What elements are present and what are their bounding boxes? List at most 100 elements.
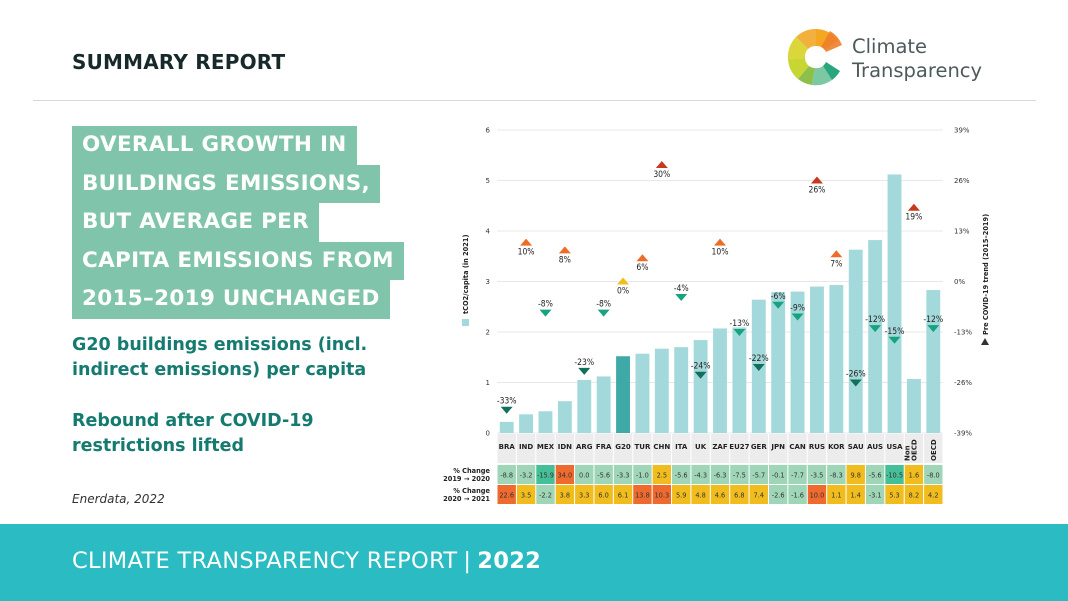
- logo-mark-icon: [787, 28, 842, 86]
- category-label: OECDNon: [903, 439, 918, 461]
- logo-text-line1: Climate: [852, 35, 928, 58]
- table-cell: [497, 465, 516, 484]
- trend-down-triangle-icon: [927, 325, 940, 333]
- table-cell-value: -15.9: [537, 472, 554, 480]
- table-cell-value: 4.8: [695, 492, 706, 500]
- trend-up-triangle-icon: [714, 238, 726, 246]
- category-label: IDN: [558, 443, 572, 451]
- table-cell: [749, 485, 768, 504]
- category-cell: [497, 434, 516, 463]
- table-cell: [516, 465, 536, 484]
- table-cell: [807, 465, 827, 484]
- trend-down-triangle-icon: [772, 301, 785, 309]
- headline: OVERALL GROWTH IN BUILDINGS EMISSIONS, B…: [72, 126, 404, 319]
- trend-label: -24%: [691, 362, 711, 372]
- category-cell: [633, 434, 652, 463]
- bar-mex: [538, 411, 553, 433]
- table-cell-value: 5.9: [676, 492, 687, 500]
- table-cell: [904, 465, 924, 484]
- category-label: UK: [695, 443, 707, 451]
- category-label: JPN: [770, 443, 785, 451]
- category-label: AUS: [867, 443, 883, 451]
- table-cell-value: -10.5: [886, 472, 903, 480]
- table-cell: [768, 465, 788, 484]
- table-cell-value: 4.6: [715, 492, 726, 500]
- table-cell-value: 6.0: [598, 492, 609, 500]
- bar-aus: [868, 240, 883, 433]
- legend-bar-swatch: [462, 319, 469, 326]
- category-label: USA: [886, 443, 903, 451]
- bar-fra: [596, 376, 611, 433]
- trend-down-triangle-icon: [733, 329, 746, 336]
- table-cell-value: 13.8: [635, 492, 650, 500]
- source-note: Enerdata, 2022: [72, 492, 165, 506]
- trend-label: -33%: [497, 397, 517, 407]
- table-cell-value: 10.3: [654, 492, 669, 500]
- table-cell-value: 10.0: [810, 492, 825, 500]
- table-cell: [691, 485, 710, 504]
- category-cell: [555, 434, 575, 463]
- table-cell: [924, 485, 943, 504]
- category-label: MEX: [537, 443, 555, 451]
- trend-label: -6%: [771, 292, 786, 302]
- trend-down-triangle-icon: [675, 294, 688, 302]
- table-cell: [807, 485, 827, 504]
- category-label: BRA: [499, 443, 516, 451]
- category-cell: [536, 434, 555, 463]
- chart-subtitle-2: Rebound after COVID-19 restrictions lift…: [72, 411, 314, 456]
- table-cell-value: 2.5: [657, 472, 668, 480]
- table-cell: [575, 465, 594, 484]
- table-cell: [633, 485, 652, 504]
- y-axis-label: tCO2/capita (in 2021): [462, 235, 470, 314]
- trend-up-triangle-icon: [907, 203, 920, 211]
- table-cell-value: 0.0: [579, 472, 590, 480]
- table-cell: [904, 485, 924, 504]
- bar-tur: [635, 353, 650, 433]
- bar-uk: [693, 340, 708, 433]
- table-cell-value: -3.5: [811, 472, 824, 480]
- trend-label: 10%: [712, 248, 729, 258]
- trend-down-triangle-icon: [597, 309, 610, 317]
- category-cell: [768, 434, 788, 463]
- trend-label: -23%: [574, 358, 594, 368]
- category-cell: [594, 434, 613, 463]
- category-cell: [652, 434, 672, 463]
- table-cell-value: 1.1: [831, 492, 842, 500]
- trend-label: -26%: [846, 370, 866, 380]
- bar-rus: [810, 286, 824, 433]
- footer-year: 2022: [477, 548, 542, 574]
- y2-tick-label: 39%: [954, 127, 970, 135]
- table-cell: [730, 485, 749, 504]
- bar-arg: [577, 379, 592, 433]
- trend-up-triangle-icon: [558, 246, 571, 254]
- y-tick-label: 3: [486, 278, 490, 286]
- headline-line: BUT AVERAGE PER: [72, 203, 320, 242]
- bar-ind: [519, 414, 534, 433]
- table-cell: [613, 485, 633, 504]
- category-cell: [613, 434, 633, 463]
- table-cell: [594, 465, 613, 484]
- table-cell: [924, 465, 943, 484]
- table-cell-value: 5.3: [889, 492, 900, 500]
- table-cell-value: -8.3: [830, 472, 843, 480]
- legend-triangle-icon: [981, 338, 989, 345]
- table-cell-value: -6.3: [714, 472, 727, 480]
- emissions-chart: 0 1 2 3 4 5 6 39% 26% 13% 0% -13% -26% -39% tCO2/capit…: [443, 127, 990, 504]
- trend-label: 10%: [518, 248, 535, 258]
- table-cell: [516, 485, 536, 504]
- y2-tick-label: 0%: [954, 278, 965, 286]
- category-cell: [827, 434, 846, 463]
- table-cell-value: 6.1: [618, 492, 629, 500]
- category-label: EU27: [729, 443, 749, 451]
- logo-text-line2: Transparency: [852, 59, 983, 82]
- table-cell-value: 9.8: [850, 472, 861, 480]
- bar-zaf: [713, 328, 727, 433]
- trend-label: 30%: [653, 170, 670, 180]
- table-cell-value: -5.6: [675, 472, 688, 480]
- bar-eu27: [732, 327, 747, 433]
- y2-tick-label: 13%: [954, 228, 970, 236]
- category-label: KOR: [828, 443, 845, 451]
- table-cell-value: -2.6: [772, 492, 785, 500]
- table-cell-value: -5.6: [869, 472, 882, 480]
- table-cell: [885, 465, 904, 484]
